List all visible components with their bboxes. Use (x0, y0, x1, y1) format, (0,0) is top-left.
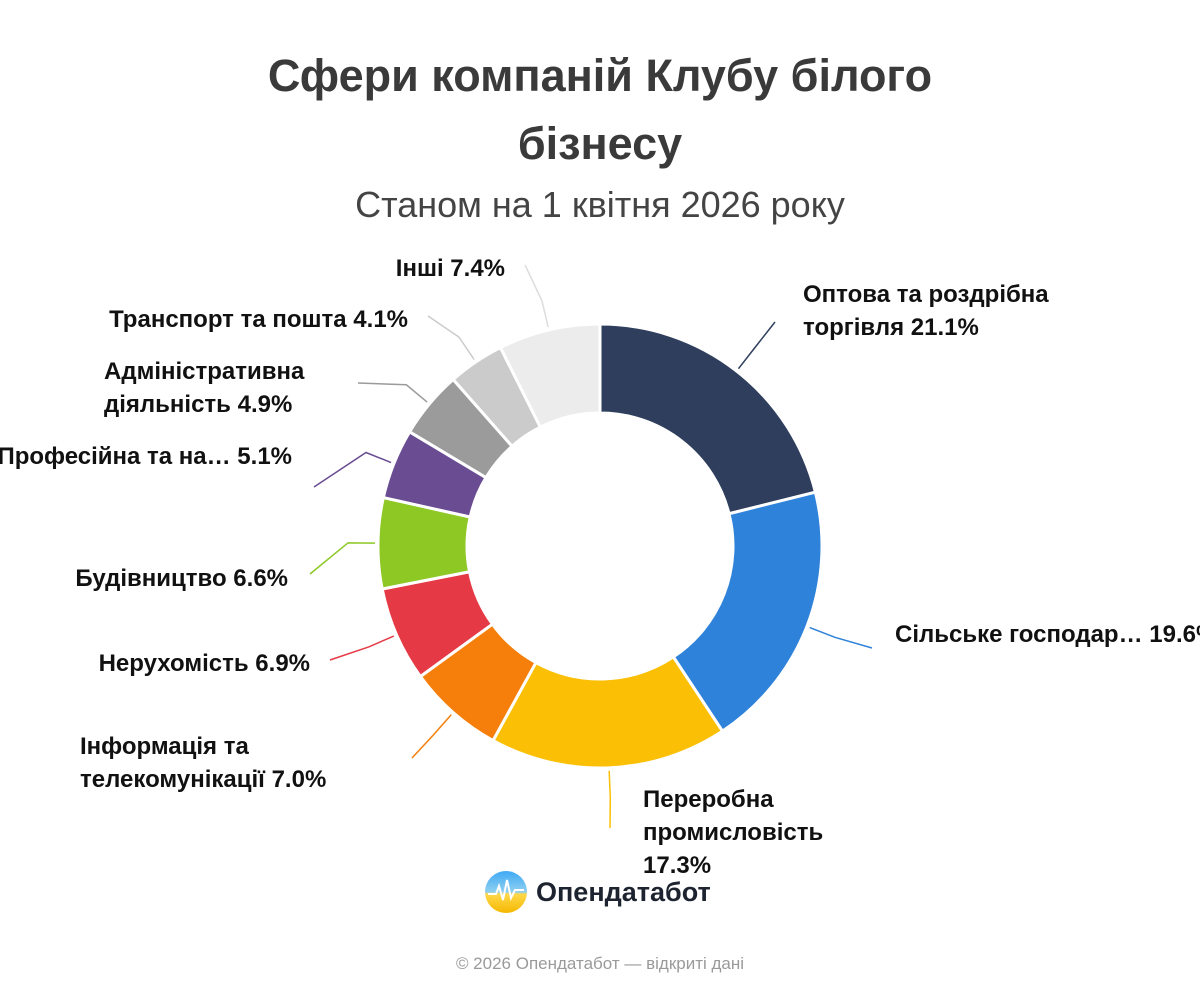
slice-label: Нерухомість 6.9% (0, 647, 310, 680)
value-label: 19.6% (1149, 621, 1200, 648)
value-label: 7.4% (450, 255, 505, 282)
slice-label-text: Професійна та на… 5.1% (0, 440, 292, 473)
category-label: Сільське господар… (895, 621, 1143, 648)
slice-label-text: Нерухомість 6.9% (0, 647, 310, 680)
slice-label-text: Інші 7.4% (100, 252, 505, 285)
slice-label: Інформація та телекомунікації 7.0% (80, 730, 380, 796)
leader-line (329, 635, 395, 661)
slice-label-text: Транспорт та пошта 4.1% (0, 303, 408, 336)
brand-logo: Опендатабот (484, 870, 711, 914)
slice-label-text: Адміністративна діяльність 4.9% (104, 355, 354, 421)
slice-label: Транспорт та пошта 4.1% (0, 303, 408, 336)
category-label: Інформація та телекомунікації (80, 733, 265, 793)
slice-label-text: Переробна промисловість 17.3% (643, 783, 873, 882)
footer: © 2026 Опендатабот — відкриті дані (455, 954, 745, 973)
leader-line (427, 315, 475, 360)
leader-line (524, 264, 549, 328)
brand-icon (485, 871, 527, 913)
slice-label-text: Інформація та телекомунікації 7.0% (80, 730, 380, 796)
category-label: Нерухомість (98, 650, 249, 677)
slice-label: Переробна промисловість 17.3% (643, 783, 873, 882)
slice-label-text: Оптова та роздрібна торгівля 21.1% (803, 278, 1103, 344)
slice-label: Адміністративна діяльність 4.9% (104, 355, 354, 421)
brand-text: Опендатабот (536, 876, 711, 907)
slice-label: Сільське господар… 19.6% (895, 618, 1200, 651)
leader-line (809, 626, 873, 649)
category-label: Інші (395, 255, 444, 282)
slice-label-text: Сільське господар… 19.6% (895, 618, 1200, 651)
category-label: Адміністративна діяльність (104, 358, 305, 418)
value-label: 5.1% (237, 443, 292, 470)
category-label: Транспорт та пошта (109, 306, 347, 333)
value-label: 6.9% (255, 650, 310, 677)
leader-line (737, 321, 776, 370)
value-label: 4.1% (353, 306, 408, 333)
slice-label: Професійна та на… 5.1% (0, 440, 292, 473)
value-label: 4.9% (237, 391, 293, 418)
value-label: 6.6% (233, 565, 288, 592)
category-label: Будівництво (75, 565, 227, 592)
leader-line (309, 542, 376, 575)
leader-line (608, 770, 612, 829)
leader-line (313, 451, 392, 488)
category-label: Оптова та роздрібна торгівля (803, 281, 1049, 341)
chart-subtitle: Станом на 1 квітня 2026 року (355, 184, 845, 225)
category-label: Професійна та на… (0, 443, 231, 470)
slice-label: Інші 7.4% (100, 252, 505, 285)
chart-title: Сфери компаній Клубу білого бізнесу (267, 50, 933, 169)
slice-label: Оптова та роздрібна торгівля 21.1% (803, 278, 1103, 344)
slice-label: Будівництво 6.6% (0, 562, 288, 595)
donut-slice (598, 322, 817, 516)
donut-slice (671, 490, 824, 733)
category-label: Переробна промисловість (643, 786, 824, 846)
donut-slice (498, 322, 602, 429)
value-label: 21.1% (910, 314, 979, 341)
leader-line (357, 382, 428, 403)
value-label: 7.0% (271, 766, 327, 793)
value-label: 17.3% (643, 852, 712, 879)
leader-line (411, 714, 452, 759)
slice-label-text: Будівництво 6.6% (0, 562, 288, 595)
